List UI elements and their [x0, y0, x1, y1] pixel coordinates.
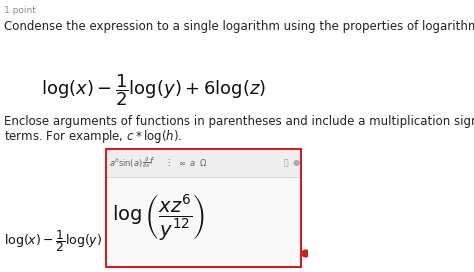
Text: $a^b$: $a^b$ — [109, 157, 120, 169]
Text: $\infty$: $\infty$ — [178, 159, 186, 168]
Text: $\log(x) - \dfrac{1}{2}\log(y) + 6\,\log$: $\log(x) - \dfrac{1}{2}\log(y) + 6\,\log… — [4, 228, 146, 254]
Bar — [106, 177, 301, 267]
Text: $\vdots$: $\vdots$ — [164, 157, 171, 168]
Text: $\frac{\partial}{\partial x}f$: $\frac{\partial}{\partial x}f$ — [142, 156, 155, 171]
Text: Condense the expression to a single logarithm using the properties of logarithms: Condense the expression to a single loga… — [4, 20, 474, 33]
Text: ●: ● — [292, 159, 300, 168]
Text: $\Omega$: $\Omega$ — [199, 157, 207, 168]
Text: $a$: $a$ — [189, 159, 196, 168]
Text: ⬛: ⬛ — [283, 159, 288, 168]
Text: $\log(x) - \dfrac{1}{2}\log(y) + 6\log(z)$: $\log(x) - \dfrac{1}{2}\log(y) + 6\log(z… — [41, 72, 266, 108]
Text: terms. For example, $c * \log(h)$.: terms. For example, $c * \log(h)$. — [4, 128, 182, 145]
Text: $\sin(a)$: $\sin(a)$ — [118, 157, 143, 169]
Bar — [106, 149, 301, 267]
Text: $\log\left(\dfrac{xz^{6}}{y^{12}}\right)$: $\log\left(\dfrac{xz^{6}}{y^{12}}\right)… — [112, 192, 205, 242]
Bar — [106, 149, 301, 177]
Text: 1 point: 1 point — [4, 6, 36, 15]
Text: Enclose arguments of functions in parentheses and include a multiplication sign : Enclose arguments of functions in parent… — [4, 115, 474, 128]
